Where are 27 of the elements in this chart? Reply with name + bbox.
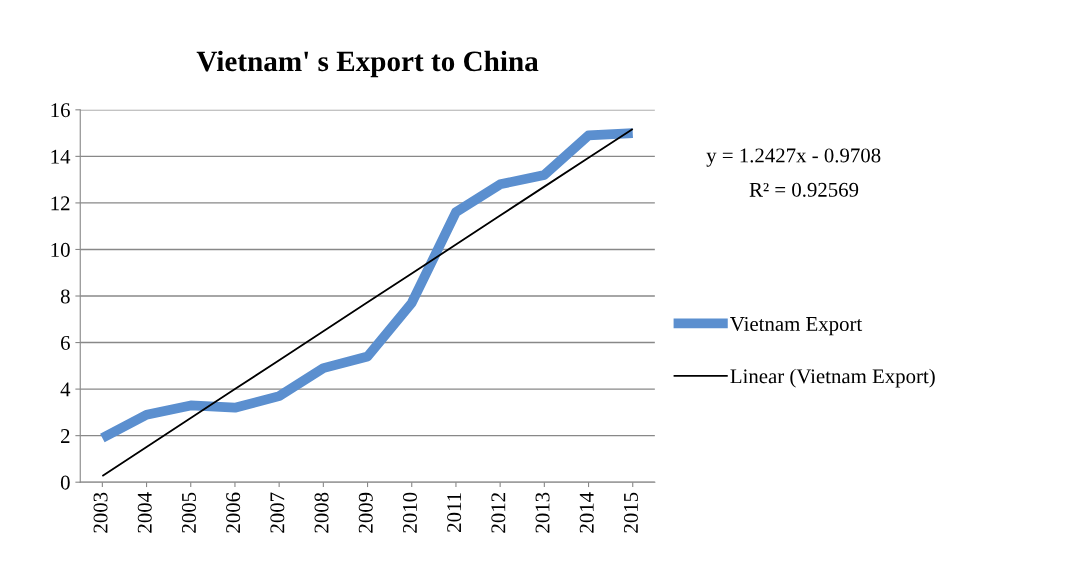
y-tick-label: 4: [60, 382, 71, 397]
legend-label: Linear (Vietnam Export): [730, 368, 935, 388]
x-tick-label: 2009: [358, 492, 373, 533]
x-tick-label: 2011: [447, 493, 462, 532]
x-tick-label: 2014: [579, 492, 594, 533]
y-tick-label: 8: [60, 289, 70, 304]
x-tick-label: 2008: [314, 492, 329, 533]
text: R² = 0.92569: [749, 182, 859, 197]
x-tick-label: 2015: [623, 492, 638, 533]
y-tick-label: 16: [51, 103, 70, 118]
y-tick-label: 0: [60, 475, 70, 490]
y-tick-label: 6: [61, 335, 70, 350]
y-tick-label: 12: [51, 196, 70, 211]
x-tick-label: 2006: [226, 492, 241, 533]
y-tick-label: 2: [61, 429, 70, 443]
x-tick-label: 2013: [535, 492, 550, 533]
text: y = 1.2427x - 0.9708: [706, 148, 881, 167]
x-tick-label: 2005: [181, 492, 196, 533]
y-tick-label: 14: [51, 149, 71, 164]
legend-label: Vietnam Export: [730, 316, 863, 336]
x-tick-label: 2012: [491, 493, 506, 533]
x-tick-label: 2007: [270, 492, 285, 533]
chart-title: Vietnam' s Export to China: [196, 50, 539, 78]
y-tick-label: 10: [51, 242, 70, 257]
x-tick-label: 2003: [93, 492, 108, 533]
x-tick-label: 2010: [402, 492, 417, 533]
x-tick-label: 2004: [137, 492, 152, 533]
